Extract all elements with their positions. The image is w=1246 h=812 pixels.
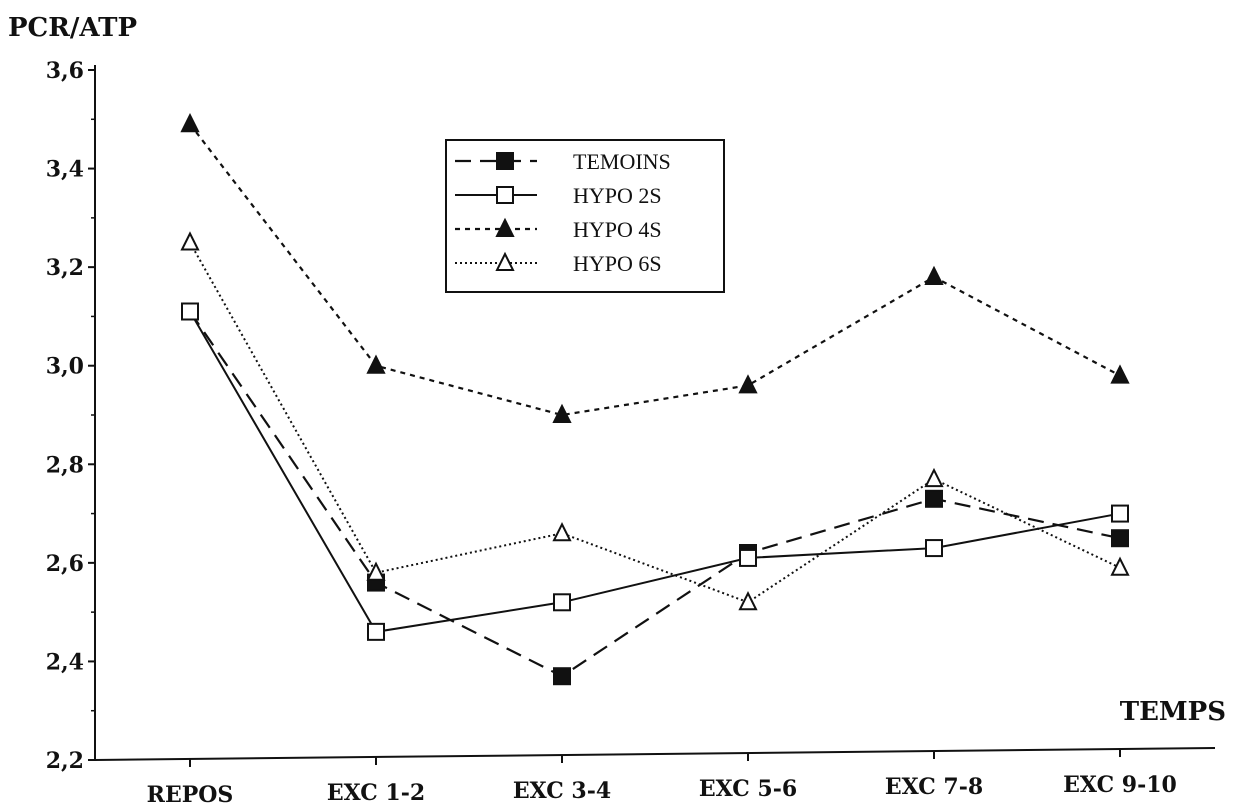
data-point-hypo-4s — [180, 112, 200, 133]
data-point-hypo-4s — [738, 374, 758, 394]
data-point-hypo-6s — [924, 467, 944, 488]
legend-item-hypo-2s: HYPO 2S — [455, 183, 662, 208]
x-ticks: REPOS EXC 1-2 EXC 3-4 EXC 5-6 EXC 7-8 EXC 9-1… — [147, 749, 1177, 808]
data-point-hypo-6s — [366, 561, 386, 581]
series-layer — [180, 112, 1130, 686]
series-line-temoins — [189, 310, 1121, 678]
x-tick-label: EXC 9-10 — [1063, 772, 1177, 798]
series-temoins — [181, 302, 1129, 686]
data-point-temoins — [1111, 529, 1129, 548]
data-point-hypo-4s — [924, 265, 944, 285]
data-point-hypo-2s — [367, 622, 385, 641]
series-line-hypo-4s — [189, 123, 1121, 417]
legend-marker — [496, 186, 514, 204]
x-tick-label: EXC 5-6 — [699, 776, 797, 802]
series-line-hypo-2s — [189, 310, 1121, 633]
series-hypo-2s — [181, 302, 1129, 641]
legend-label: TEMOINS — [573, 149, 671, 174]
data-point-hypo-6s — [1110, 556, 1130, 576]
data-point-hypo-6s — [180, 231, 200, 251]
series-line-hypo-6s — [189, 242, 1121, 604]
y-tick-label: 3,2 — [46, 255, 84, 281]
legend-label: HYPO 2S — [573, 183, 662, 208]
y-tick-label: 2,8 — [46, 452, 84, 478]
data-point-hypo-4s — [552, 403, 572, 423]
x-axis-title: TEMPS — [1120, 697, 1226, 727]
x-axis-line — [94, 747, 1216, 761]
y-tick-label: 3,0 — [46, 354, 84, 380]
series-hypo-6s — [180, 231, 1130, 611]
data-point-hypo-6s — [738, 591, 758, 611]
y-tick-label: 2,4 — [46, 649, 84, 675]
x-tick-label: EXC 3-4 — [513, 778, 611, 804]
data-point-hypo-2s — [925, 539, 943, 558]
y-tick-label: 2,2 — [46, 748, 84, 774]
legend-label: HYPO 6S — [573, 251, 662, 276]
legend-label: HYPO 4S — [573, 217, 662, 242]
series-hypo-4s — [180, 112, 1130, 423]
legend: TEMOINS HYPO 2S HYPO 4S HYPO 6S — [445, 139, 725, 293]
y-tick-label: 3,4 — [46, 157, 84, 183]
data-point-hypo-4s — [1110, 364, 1130, 384]
y-axis-title: PCR/ATP — [8, 13, 137, 43]
data-point-hypo-2s — [553, 593, 571, 612]
legend-marker — [495, 217, 515, 237]
legend-item-hypo-4s: HYPO 4S — [455, 217, 662, 242]
legend-marker — [496, 152, 514, 170]
legend-item-hypo-6s: HYPO 6S — [455, 251, 662, 276]
legend-box — [445, 139, 725, 293]
data-point-hypo-2s — [1111, 504, 1129, 523]
y-tick-label: 3,6 — [46, 58, 84, 84]
data-point-hypo-6s — [552, 522, 572, 542]
x-tick-label: EXC 1-2 — [327, 780, 425, 806]
data-point-hypo-2s — [739, 548, 757, 567]
x-tick-label: REPOS — [147, 782, 234, 808]
y-ticks: 2,2 2,4 2,6 2,8 3,0 3,2 3,4 3,6 — [46, 58, 95, 774]
legend-item-temoins: TEMOINS — [455, 149, 671, 174]
legend-marker — [495, 251, 515, 271]
y-tick-label: 2,6 — [46, 551, 84, 577]
data-point-hypo-4s — [366, 354, 386, 374]
data-point-temoins — [553, 667, 571, 686]
data-point-hypo-2s — [181, 302, 199, 321]
x-tick-label: EXC 7-8 — [885, 774, 983, 800]
data-point-temoins — [925, 489, 943, 508]
